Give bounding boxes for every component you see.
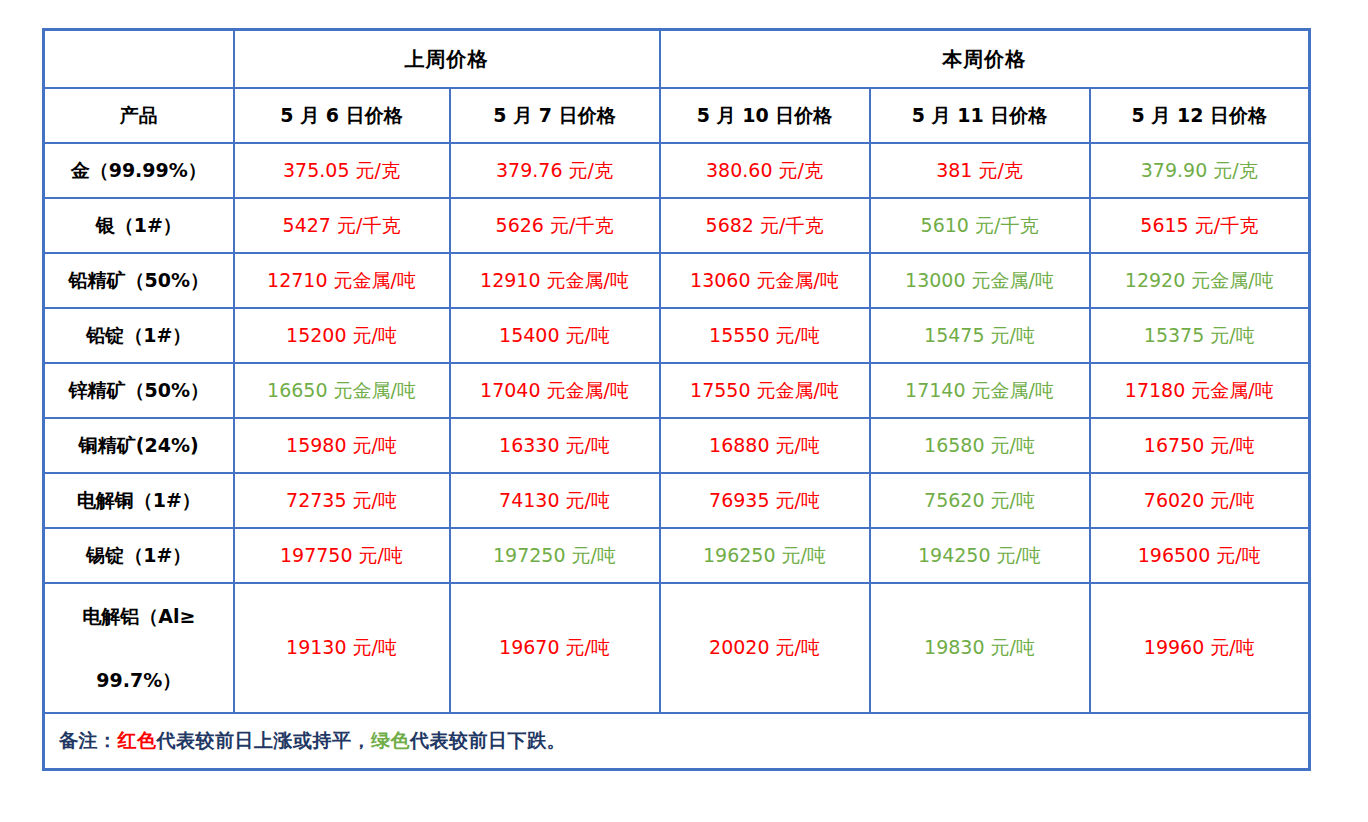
product-name: 电解铜（1#） <box>44 473 234 528</box>
price-cell: 5615 元/千克 <box>1090 198 1310 253</box>
price-cell: 72735 元/吨 <box>234 473 450 528</box>
price-cell: 20020 元/吨 <box>660 583 870 713</box>
product-name: 金（99.99%） <box>44 143 234 198</box>
group-header-row: 上周价格 本周价格 <box>44 30 1310 89</box>
price-cell: 12920 元金属/吨 <box>1090 253 1310 308</box>
price-cell: 17140 元金属/吨 <box>870 363 1090 418</box>
price-cell: 74130 元/吨 <box>450 473 660 528</box>
product-name: 铅锭（1#） <box>44 308 234 363</box>
this-week-group-header: 本周价格 <box>660 30 1310 89</box>
price-cell: 16880 元/吨 <box>660 418 870 473</box>
price-cell: 15550 元/吨 <box>660 308 870 363</box>
product-name: 铅精矿（50%） <box>44 253 234 308</box>
product-name: 电解铝（Al≥ 99.7%） <box>44 583 234 713</box>
page: 上周价格 本周价格 产品 5 月 6 日价格 5 月 7 日价格 5 月 10 … <box>0 0 1368 822</box>
price-cell: 375.05 元/克 <box>234 143 450 198</box>
column-header-row: 产品 5 月 6 日价格 5 月 7 日价格 5 月 10 日价格 5 月 11… <box>44 88 1310 143</box>
table-row: 铅精矿（50%） 12710 元金属/吨 12910 元金属/吨 13060 元… <box>44 253 1310 308</box>
table-row: 锌精矿（50%） 16650 元金属/吨 17040 元金属/吨 17550 元… <box>44 363 1310 418</box>
note-row: 备注：红色代表较前日上涨或持平，绿色代表较前日下跌。 <box>44 713 1310 770</box>
price-cell: 379.90 元/克 <box>1090 143 1310 198</box>
table-row: 电解铝（Al≥ 99.7%） 19130 元/吨 19670 元/吨 20020… <box>44 583 1310 713</box>
note-mid-text: 代表较前日上涨或持平， <box>157 729 372 751</box>
price-cell: 15400 元/吨 <box>450 308 660 363</box>
note-cell: 备注：红色代表较前日上涨或持平，绿色代表较前日下跌。 <box>44 713 1310 770</box>
price-cell: 12710 元金属/吨 <box>234 253 450 308</box>
price-cell: 5682 元/千克 <box>660 198 870 253</box>
price-cell: 15200 元/吨 <box>234 308 450 363</box>
date-column-header-may10: 5 月 10 日价格 <box>660 88 870 143</box>
note-suffix-text: 代表较前日下跌。 <box>410 729 566 751</box>
date-column-header-may12: 5 月 12 日价格 <box>1090 88 1310 143</box>
date-column-header-may6: 5 月 6 日价格 <box>234 88 450 143</box>
price-cell: 17040 元金属/吨 <box>450 363 660 418</box>
date-column-header-may11: 5 月 11 日价格 <box>870 88 1090 143</box>
price-cell: 380.60 元/克 <box>660 143 870 198</box>
product-column-header: 产品 <box>44 88 234 143</box>
price-cell: 381 元/克 <box>870 143 1090 198</box>
date-column-header-may7: 5 月 7 日价格 <box>450 88 660 143</box>
table-row: 锡锭（1#） 197750 元/吨 197250 元/吨 196250 元/吨 … <box>44 528 1310 583</box>
price-cell: 12910 元金属/吨 <box>450 253 660 308</box>
price-cell: 75620 元/吨 <box>870 473 1090 528</box>
product-name: 锌精矿（50%） <box>44 363 234 418</box>
price-cell: 5626 元/千克 <box>450 198 660 253</box>
price-cell: 379.76 元/克 <box>450 143 660 198</box>
last-week-group-header: 上周价格 <box>234 30 660 89</box>
price-cell: 19130 元/吨 <box>234 583 450 713</box>
table-row: 金（99.99%） 375.05 元/克 379.76 元/克 380.60 元… <box>44 143 1310 198</box>
price-cell: 16330 元/吨 <box>450 418 660 473</box>
price-cell: 196500 元/吨 <box>1090 528 1310 583</box>
table-row: 电解铜（1#） 72735 元/吨 74130 元/吨 76935 元/吨 75… <box>44 473 1310 528</box>
product-name: 银（1#） <box>44 198 234 253</box>
price-cell: 197250 元/吨 <box>450 528 660 583</box>
price-cell: 194250 元/吨 <box>870 528 1090 583</box>
price-cell: 5427 元/千克 <box>234 198 450 253</box>
price-cell: 17550 元金属/吨 <box>660 363 870 418</box>
price-rows-body: 金（99.99%） 375.05 元/克 379.76 元/克 380.60 元… <box>44 143 1310 713</box>
price-cell: 17180 元金属/吨 <box>1090 363 1310 418</box>
table-row: 银（1#） 5427 元/千克 5626 元/千克 5682 元/千克 5610… <box>44 198 1310 253</box>
price-cell: 16750 元/吨 <box>1090 418 1310 473</box>
product-name: 铜精矿(24%) <box>44 418 234 473</box>
price-cell: 76020 元/吨 <box>1090 473 1310 528</box>
price-cell: 15375 元/吨 <box>1090 308 1310 363</box>
price-cell: 76935 元/吨 <box>660 473 870 528</box>
price-cell: 13060 元金属/吨 <box>660 253 870 308</box>
price-cell: 15475 元/吨 <box>870 308 1090 363</box>
price-cell: 16580 元/吨 <box>870 418 1090 473</box>
product-name: 锡锭（1#） <box>44 528 234 583</box>
price-cell: 196250 元/吨 <box>660 528 870 583</box>
price-cell: 19830 元/吨 <box>870 583 1090 713</box>
price-cell: 16650 元金属/吨 <box>234 363 450 418</box>
table-row: 铜精矿(24%) 15980 元/吨 16330 元/吨 16880 元/吨 1… <box>44 418 1310 473</box>
price-cell: 197750 元/吨 <box>234 528 450 583</box>
note-red-word: 红色 <box>118 729 157 751</box>
blank-corner-cell <box>44 30 234 89</box>
price-cell: 15980 元/吨 <box>234 418 450 473</box>
price-cell: 5610 元/千克 <box>870 198 1090 253</box>
price-cell: 13000 元金属/吨 <box>870 253 1090 308</box>
note-prefix: 备注： <box>59 729 118 751</box>
table-row: 铅锭（1#） 15200 元/吨 15400 元/吨 15550 元/吨 154… <box>44 308 1310 363</box>
price-cell: 19670 元/吨 <box>450 583 660 713</box>
price-cell: 19960 元/吨 <box>1090 583 1310 713</box>
metal-price-table: 上周价格 本周价格 产品 5 月 6 日价格 5 月 7 日价格 5 月 10 … <box>42 28 1311 771</box>
note-green-word: 绿色 <box>371 729 410 751</box>
